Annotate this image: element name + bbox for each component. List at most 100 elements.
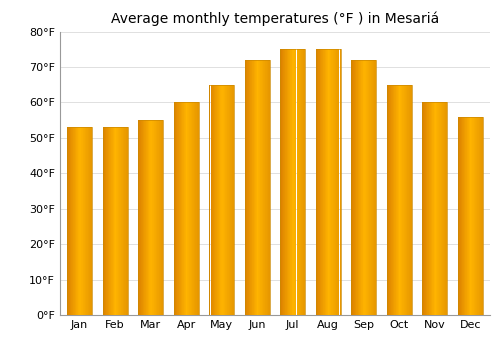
Bar bbox=[445, 102, 446, 315]
Bar bbox=[184, 102, 185, 315]
Bar bbox=[357, 60, 358, 315]
Bar bbox=[403, 85, 404, 315]
Bar bbox=[289, 49, 290, 315]
Bar bbox=[338, 49, 339, 315]
Bar bbox=[186, 102, 187, 315]
Bar bbox=[181, 102, 182, 315]
Bar bbox=[113, 127, 114, 315]
Bar bbox=[438, 102, 440, 315]
Bar bbox=[106, 127, 107, 315]
Bar bbox=[177, 102, 178, 315]
Bar bbox=[86, 127, 87, 315]
Bar bbox=[218, 85, 219, 315]
Bar bbox=[196, 102, 198, 315]
Bar bbox=[252, 60, 253, 315]
Bar bbox=[352, 60, 376, 315]
Bar bbox=[102, 127, 104, 315]
Bar bbox=[460, 117, 461, 315]
Bar bbox=[149, 120, 150, 315]
Bar bbox=[138, 120, 163, 315]
Bar bbox=[74, 127, 75, 315]
Bar bbox=[254, 60, 256, 315]
Bar bbox=[410, 85, 411, 315]
Bar bbox=[334, 49, 335, 315]
Bar bbox=[147, 120, 148, 315]
Bar bbox=[464, 117, 465, 315]
Bar bbox=[126, 127, 127, 315]
Bar bbox=[191, 102, 192, 315]
Bar bbox=[364, 60, 365, 315]
Bar bbox=[430, 102, 431, 315]
Bar bbox=[68, 127, 69, 315]
Bar bbox=[261, 60, 262, 315]
Bar bbox=[297, 49, 298, 315]
Bar bbox=[258, 60, 259, 315]
Bar bbox=[260, 60, 261, 315]
Bar bbox=[158, 120, 160, 315]
Bar bbox=[89, 127, 90, 315]
Bar bbox=[175, 102, 176, 315]
Bar bbox=[332, 49, 334, 315]
Bar bbox=[400, 85, 401, 315]
Bar bbox=[442, 102, 443, 315]
Bar bbox=[174, 102, 199, 315]
Bar bbox=[358, 60, 359, 315]
Bar bbox=[102, 127, 128, 315]
Bar bbox=[287, 49, 288, 315]
Bar bbox=[355, 60, 356, 315]
Bar bbox=[246, 60, 248, 315]
Bar bbox=[138, 120, 139, 315]
Bar bbox=[90, 127, 92, 315]
Bar bbox=[67, 127, 68, 315]
Bar bbox=[115, 127, 116, 315]
Bar bbox=[194, 102, 195, 315]
Bar bbox=[108, 127, 109, 315]
Bar bbox=[105, 127, 106, 315]
Bar bbox=[440, 102, 441, 315]
Bar bbox=[388, 85, 389, 315]
Bar bbox=[257, 60, 258, 315]
Bar bbox=[262, 60, 263, 315]
Bar bbox=[407, 85, 408, 315]
Bar bbox=[375, 60, 376, 315]
Bar bbox=[142, 120, 143, 315]
Bar bbox=[110, 127, 112, 315]
Bar bbox=[75, 127, 76, 315]
Bar bbox=[154, 120, 155, 315]
Bar bbox=[176, 102, 177, 315]
Bar bbox=[476, 117, 478, 315]
Bar bbox=[423, 102, 424, 315]
Bar bbox=[401, 85, 402, 315]
Bar bbox=[280, 49, 281, 315]
Bar bbox=[322, 49, 324, 315]
Bar bbox=[320, 49, 321, 315]
Bar bbox=[482, 117, 483, 315]
Bar bbox=[268, 60, 269, 315]
Bar bbox=[479, 117, 480, 315]
Bar bbox=[67, 127, 92, 315]
Bar bbox=[316, 49, 340, 315]
Bar bbox=[319, 49, 320, 315]
Bar bbox=[219, 85, 220, 315]
Bar bbox=[411, 85, 412, 315]
Bar bbox=[318, 49, 319, 315]
Bar bbox=[474, 117, 475, 315]
Bar bbox=[140, 120, 141, 315]
Bar bbox=[470, 117, 471, 315]
Bar bbox=[245, 60, 270, 315]
Bar bbox=[187, 102, 188, 315]
Bar bbox=[294, 49, 296, 315]
Bar bbox=[369, 60, 370, 315]
Bar bbox=[324, 49, 325, 315]
Bar bbox=[365, 60, 366, 315]
Bar bbox=[422, 102, 423, 315]
Bar bbox=[118, 127, 119, 315]
Bar bbox=[394, 85, 395, 315]
Bar bbox=[356, 60, 357, 315]
Bar bbox=[443, 102, 444, 315]
Bar bbox=[153, 120, 154, 315]
Bar bbox=[119, 127, 120, 315]
Bar bbox=[220, 85, 221, 315]
Bar bbox=[299, 49, 300, 315]
Bar bbox=[151, 120, 152, 315]
